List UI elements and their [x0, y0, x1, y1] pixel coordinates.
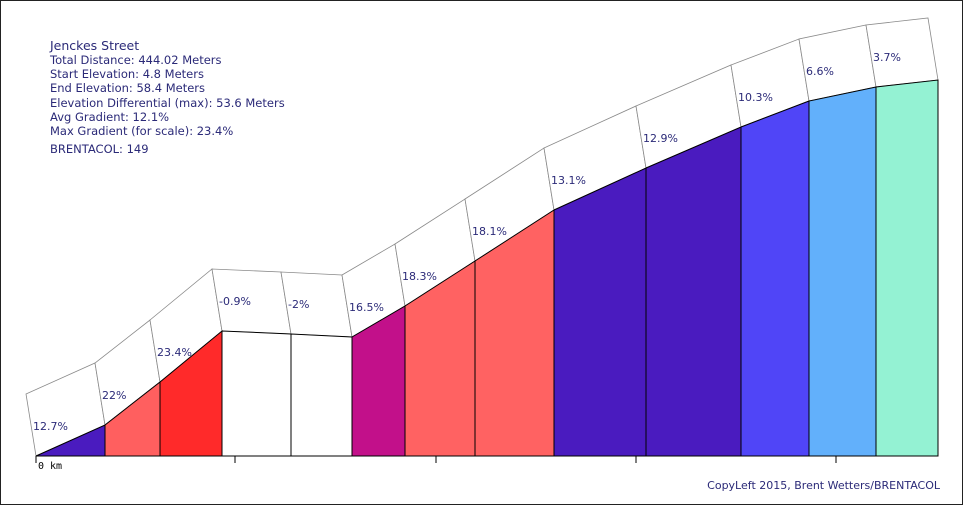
elevation-segments: [35, 79, 939, 457]
elevation-segment: [808, 86, 877, 457]
gradient-label: 3.7%: [873, 51, 901, 64]
elevation-segment: [645, 126, 742, 457]
max-gradient: Max Gradient (for scale): 23.4%: [50, 124, 234, 139]
gradient-label: 13.1%: [551, 174, 586, 187]
elevation-segment: [221, 330, 292, 457]
gradient-label: -0.9%: [219, 295, 251, 308]
brentacol-score: BRENTACOL: 149: [50, 142, 149, 157]
gradient-label: 12.9%: [643, 132, 678, 145]
climb-info-panel: Jenckes Street Total Distance: 444.02 Me…: [50, 38, 285, 156]
gradient-label: 16.5%: [349, 301, 384, 314]
end-elevation: End Elevation: 58.4 Meters: [50, 81, 206, 96]
gradient-label: 23.4%: [157, 346, 192, 359]
gradient-label: 10.3%: [738, 91, 773, 104]
gradient-label: 18.3%: [402, 270, 437, 283]
elevation-segment: [290, 333, 353, 457]
start-elevation: Start Elevation: 4.8 Meters: [50, 67, 204, 82]
gradient-label: 12.7%: [33, 420, 68, 433]
x-axis-start-label: 0 km: [38, 461, 62, 472]
elevation-segment: [553, 167, 647, 457]
gradient-label: 22%: [102, 389, 126, 402]
avg-gradient: Avg Gradient: 12.1%: [50, 109, 170, 124]
gradient-label: -2%: [288, 298, 309, 311]
gradient-label: 18.1%: [472, 225, 507, 238]
copyright-notice: CopyLeft 2015, Brent Wetters/BRENTACOL: [707, 479, 940, 492]
elevation-segment: [875, 79, 939, 457]
street-name: Jenckes Street: [50, 38, 140, 53]
gradient-labels: 12.7% 22% 23.4% -0.9% -2% 16.5% 18.3% 18.1% 13.1…: [33, 51, 901, 433]
gradient-label-bands: [25, 17, 939, 457]
total-distance: Total Distance: 444.02 Meters: [50, 53, 222, 67]
gradient-label: 6.6%: [806, 65, 834, 78]
elevation-segment: [740, 100, 810, 457]
elevation-differential: Elevation Differential (max): 53.6 Meter…: [50, 95, 285, 110]
distance-axis: 0 km: [35, 455, 936, 472]
